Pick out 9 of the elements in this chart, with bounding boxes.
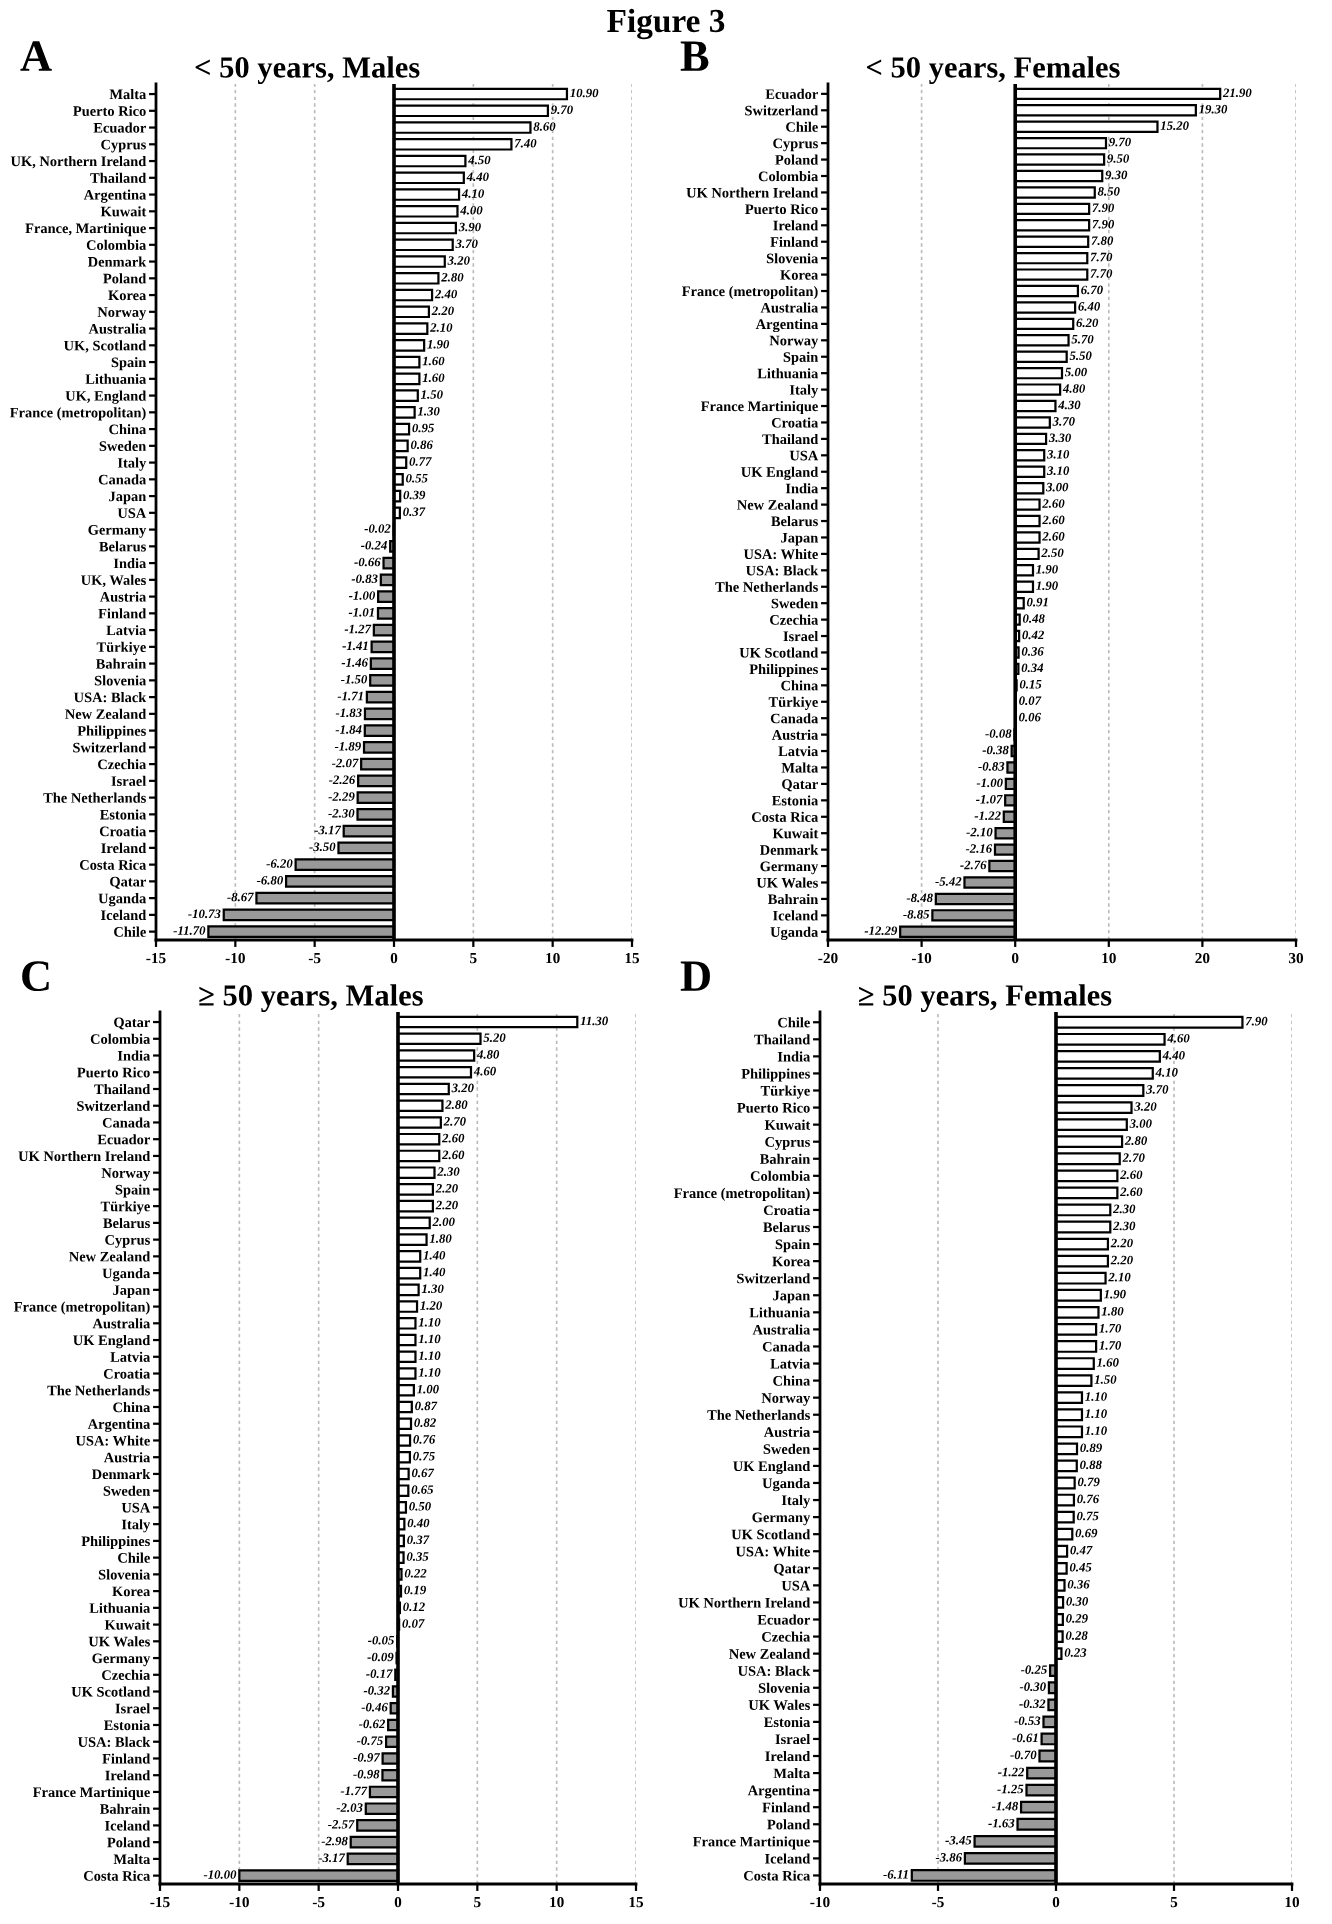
chart-title: < 50 years, Females: [866, 56, 1120, 84]
chart-title: ≥ 50 years, Females: [859, 984, 1112, 1012]
text: B: [680, 41, 709, 71]
chart-title: < 50 years, Males: [195, 56, 420, 84]
text: D: [680, 961, 710, 991]
text: C: [22, 961, 49, 992]
chart-title: ≥ 50 years, Males: [199, 984, 423, 1012]
caption: Figure 3: [607, 8, 725, 40]
text: A: [20, 41, 52, 71]
